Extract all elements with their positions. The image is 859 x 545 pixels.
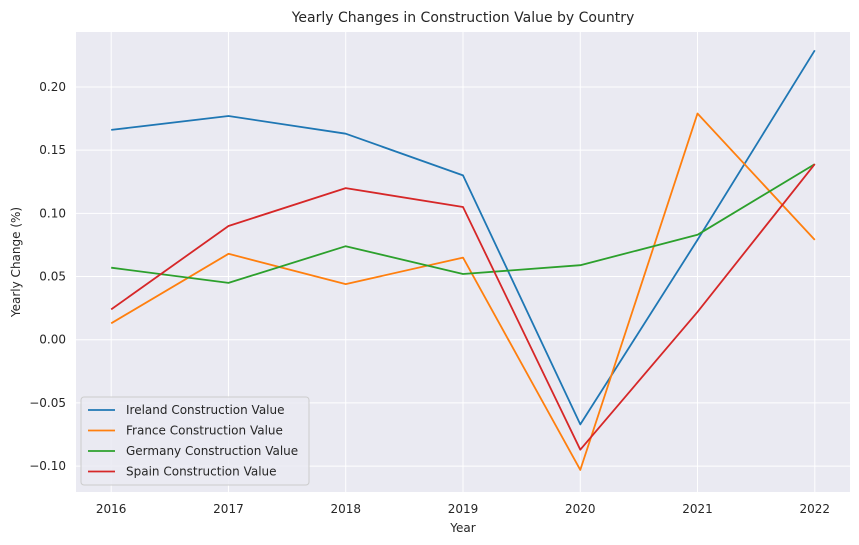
y-axis-label: Yearly Change (%) — [9, 207, 23, 318]
chart-title: Yearly Changes in Construction Value by … — [291, 10, 635, 26]
series-lines — [110, 49, 816, 471]
grid — [76, 32, 850, 492]
y-axis-ticks: −0.10 −0.05 0.00 0.05 0.10 0.15 0.20 — [29, 80, 66, 473]
y-tick-label: 0.10 — [39, 206, 66, 220]
x-tick-label: 2020 — [565, 502, 596, 516]
x-tick-label: 2016 — [96, 502, 127, 516]
legend: Ireland Construction Value France Constru… — [80, 396, 310, 486]
series-line — [110, 112, 816, 471]
legend-box — [80, 396, 310, 486]
legend-label: Spain Construction Value — [126, 465, 277, 479]
y-tick-label: −0.05 — [29, 396, 66, 410]
legend-label: France Construction Value — [126, 424, 283, 438]
legend-label: Germany Construction Value — [126, 444, 298, 458]
y-tick-label: −0.10 — [29, 459, 66, 473]
x-tick-label: 2017 — [213, 502, 244, 516]
x-tick-label: 2021 — [682, 502, 713, 516]
x-tick-label: 2019 — [448, 502, 479, 516]
y-tick-label: 0.00 — [39, 333, 66, 347]
legend-label: Ireland Construction Value — [126, 403, 285, 417]
x-axis-label: Year — [449, 521, 475, 535]
x-axis-ticks: 2016 2017 2018 2019 2020 2021 2022 — [96, 502, 830, 516]
y-tick-label: 0.05 — [39, 270, 66, 284]
y-tick-label: 0.15 — [39, 143, 66, 157]
series-line — [111, 163, 816, 284]
y-tick-label: 0.20 — [39, 80, 66, 94]
x-tick-label: 2018 — [330, 502, 361, 516]
series-line — [110, 163, 816, 451]
x-tick-label: 2022 — [800, 502, 831, 516]
series-line — [111, 49, 816, 426]
